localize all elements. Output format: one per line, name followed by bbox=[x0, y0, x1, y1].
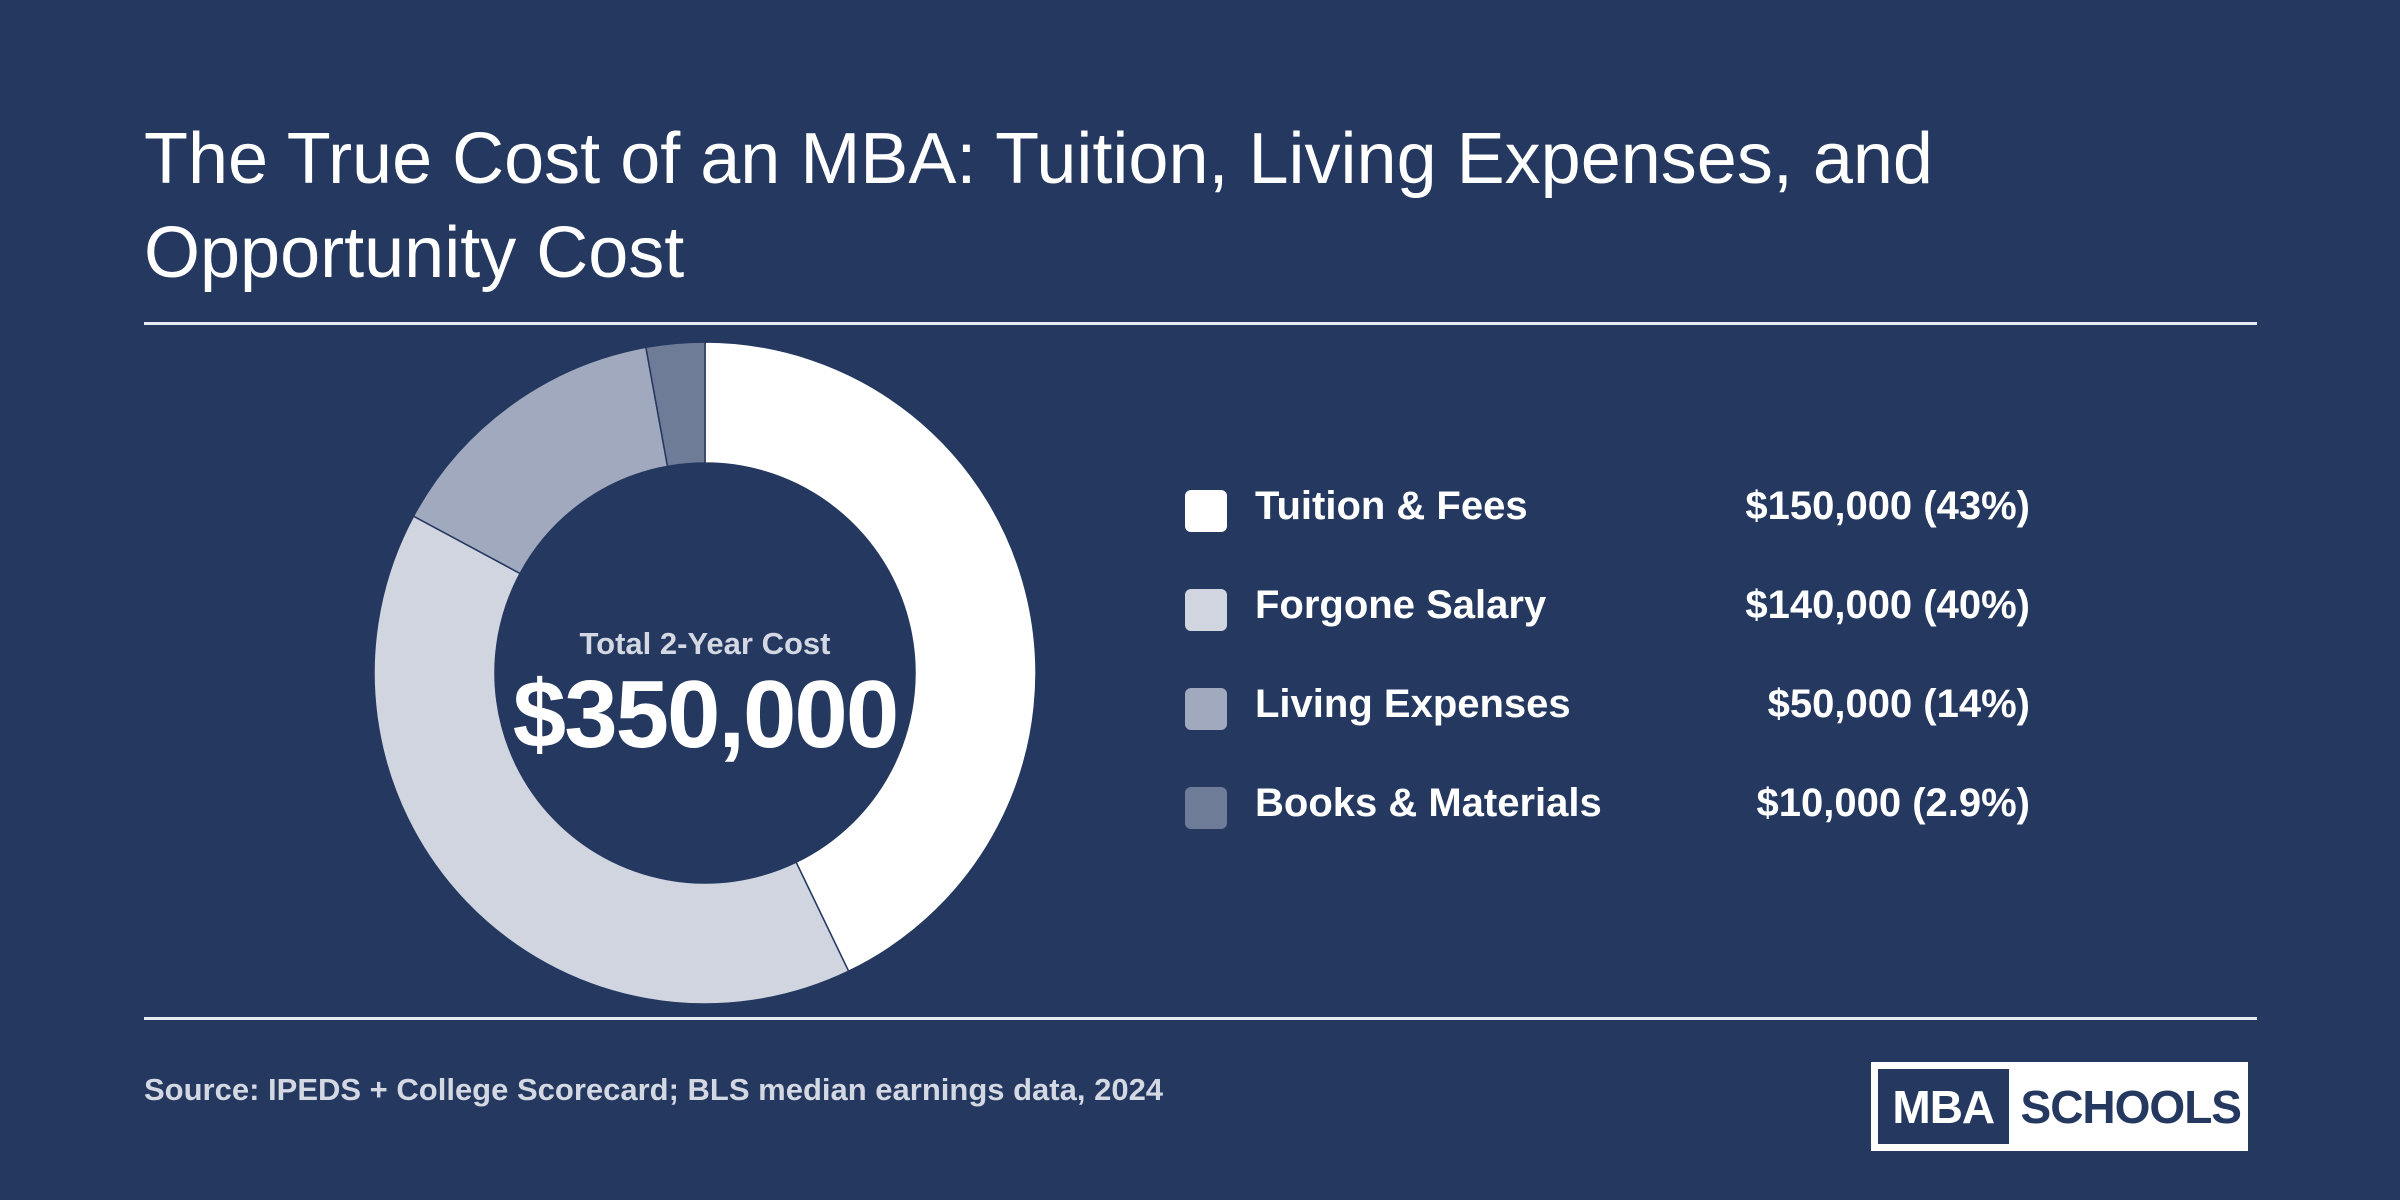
legend-swatch bbox=[1185, 490, 1227, 532]
legend-item: Forgone Salary $140,000 (40%) bbox=[1185, 577, 2030, 676]
top-divider bbox=[144, 322, 2257, 325]
legend-label: Tuition & Fees bbox=[1255, 484, 1528, 528]
legend-item: Tuition & Fees $150,000 (43%) bbox=[1185, 478, 2030, 577]
legend-value: $140,000 (40%) bbox=[1745, 583, 2030, 627]
donut-slice-forgone-salary bbox=[373, 515, 850, 1005]
legend-swatch bbox=[1185, 688, 1227, 730]
legend: Tuition & Fees $150,000 (43%) Forgone Sala… bbox=[1185, 478, 2030, 874]
center-label: Total 2-Year Cost bbox=[579, 626, 831, 661]
bottom-divider bbox=[144, 1017, 2257, 1020]
donut-slice-books-materials bbox=[645, 341, 706, 468]
legend-label: Books & Materials bbox=[1255, 781, 1602, 825]
logo-schools-text: SCHOOLS bbox=[2020, 1080, 2242, 1133]
donut-slice-tuition-fees bbox=[704, 341, 1037, 973]
legend-item: Books & Materials $10,000 (2.9%) bbox=[1185, 775, 2030, 874]
center-total-value: $350,000 bbox=[512, 661, 899, 768]
mba-schools-logo: MBA SCHOOLS bbox=[1871, 1062, 2248, 1151]
donut-chart bbox=[373, 341, 1037, 1005]
legend-swatch bbox=[1185, 787, 1227, 829]
legend-label: Living Expenses bbox=[1255, 682, 1571, 726]
chart-title: The True Cost of an MBA: Tuition, Living… bbox=[144, 119, 1933, 293]
source-note: Source: IPEDS + College Scorecard; BLS m… bbox=[144, 1072, 1164, 1107]
legend-value: $10,000 (2.9%) bbox=[1756, 781, 2030, 825]
logo-mba-text: MBA bbox=[1878, 1069, 2009, 1144]
legend-swatch bbox=[1185, 589, 1227, 631]
legend-value: $50,000 (14%) bbox=[1767, 682, 2030, 726]
legend-item: Living Expenses $50,000 (14%) bbox=[1185, 676, 2030, 775]
legend-label: Forgone Salary bbox=[1255, 583, 1547, 627]
legend-value: $150,000 (43%) bbox=[1745, 484, 2030, 528]
